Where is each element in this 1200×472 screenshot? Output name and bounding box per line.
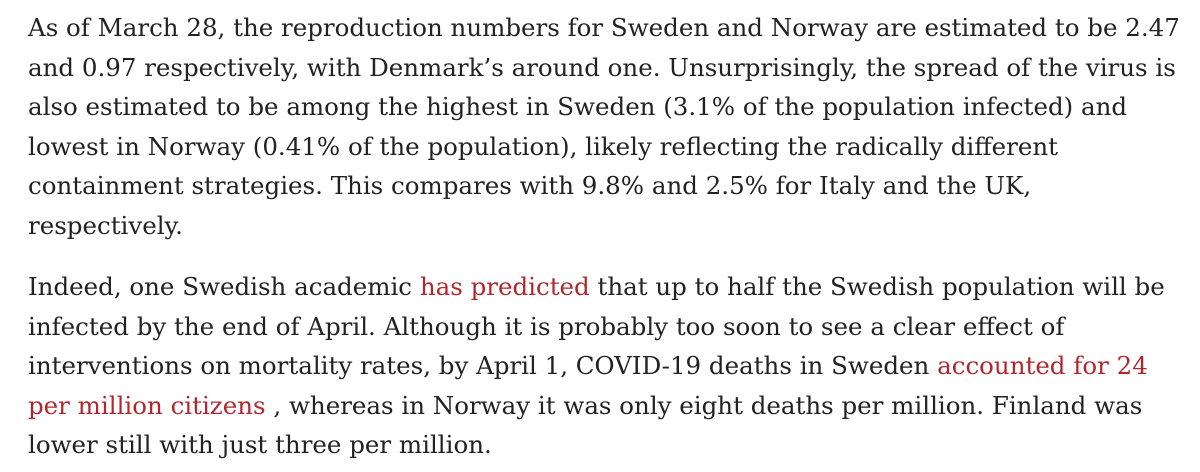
article-body: As of March 28, the reproduction numbers…: [28, 8, 1188, 465]
link-has-predicted[interactable]: has predicted: [419, 272, 590, 301]
paragraph-reproduction-numbers: As of March 28, the reproduction numbers…: [28, 13, 1180, 240]
paragraph-text: that up to half the Swedish population w…: [28, 272, 1165, 380]
link-accounted-for-24-per-million[interactable]: accounted for 24 per million citizens: [28, 351, 1148, 420]
paragraph-text: Indeed, one Swedish academic: [28, 272, 420, 301]
paragraph-text: , whereas in Norway it was only eight de…: [28, 390, 1143, 460]
paragraph-swedish-deaths: Indeed, one Swedish academic has predict…: [28, 267, 1188, 465]
